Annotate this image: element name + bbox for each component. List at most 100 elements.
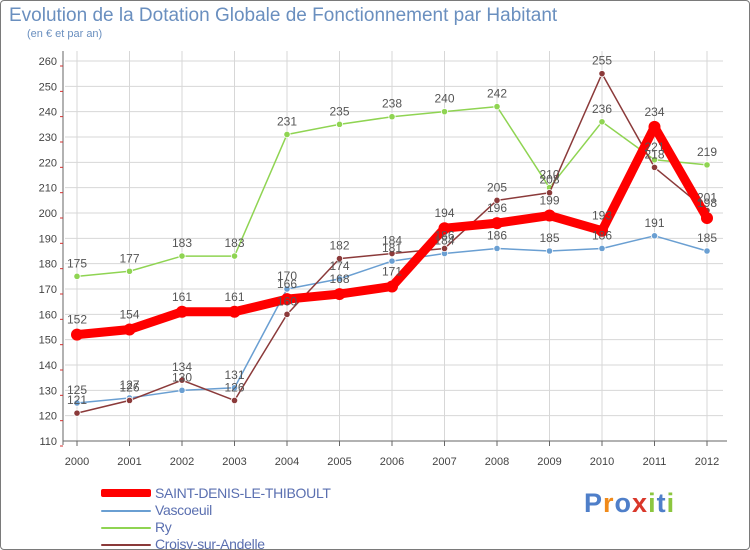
data-point-saint-denis-le-thiboult — [123, 323, 136, 336]
y-tick-label: 260 — [39, 56, 57, 68]
x-tick-label: 2006 — [380, 456, 404, 468]
y-tick-label: 190 — [39, 233, 57, 245]
data-label-ry: 242 — [487, 87, 507, 101]
logo-letter: i — [648, 488, 657, 518]
data-label-saint-denis-le-thiboult: 168 — [329, 272, 349, 286]
data-point-vascoeuil — [545, 247, 554, 255]
data-label-saint-denis-le-thiboult: 198 — [697, 196, 717, 210]
x-tick-label: 2004 — [275, 456, 299, 468]
data-point-ry — [703, 161, 711, 169]
legend-item-vascoeuil[interactable]: Vascoeuil — [101, 502, 461, 519]
data-label-croisy-sur-andelle: 121 — [67, 393, 87, 407]
data-label-saint-denis-le-thiboult: 193 — [592, 209, 612, 223]
data-point-croisy-sur-andelle — [73, 409, 81, 417]
data-label-croisy-sur-andelle: 182 — [329, 239, 349, 253]
x-axis-ticks: 2000 2001 2002 2003 2004 2005 2006 2007 2008 2009… — [65, 441, 719, 468]
data-point-croisy-sur-andelle — [388, 249, 396, 258]
data-label-ry: 210 — [539, 168, 559, 182]
data-label-saint-denis-le-thiboult: 152 — [67, 313, 87, 327]
data-point-ry — [440, 108, 449, 116]
data-point-ry — [283, 130, 291, 139]
data-point-vascoeuil — [73, 399, 81, 407]
data-label-vascoeuil: 174 — [329, 259, 349, 273]
y-tick-label: 220 — [39, 157, 57, 169]
data-point-ry — [230, 252, 239, 260]
y-axis-ticks: 110 120 130 140 150 160 170 180 190 200 210 220 230 2… — [39, 56, 63, 448]
data-label-ry: 177 — [119, 251, 139, 265]
data-label-ry: 183 — [224, 236, 244, 250]
legend-item-ry[interactable]: Ry — [101, 519, 461, 536]
x-tick-label: 2000 — [65, 456, 89, 468]
data-point-saint-denis-le-thiboult — [491, 217, 503, 230]
data-label-saint-denis-le-thiboult: 196 — [487, 201, 507, 215]
data-label-vascoeuil: 186 — [487, 228, 507, 242]
data-label-ry: 231 — [277, 114, 297, 128]
y-tick-label: 150 — [39, 335, 57, 347]
data-label-vascoeuil: 185 — [697, 231, 717, 245]
data-point-croisy-sur-andelle — [440, 244, 449, 253]
data-point-saint-denis-le-thiboult — [386, 280, 398, 293]
data-point-vascoeuil — [598, 244, 606, 253]
data-label-vascoeuil: 184 — [434, 234, 454, 248]
logo-letter: o — [614, 488, 633, 518]
data-label-croisy-sur-andelle: 126 — [224, 380, 244, 394]
x-tick-label: 2010 — [590, 456, 614, 468]
y-tick-label: 130 — [39, 385, 57, 397]
data-point-ry — [73, 272, 81, 280]
data-label-vascoeuil: 185 — [539, 231, 559, 245]
data-point-saint-denis-le-thiboult — [333, 288, 346, 301]
data-label-vascoeuil: 191 — [644, 216, 664, 230]
data-label-croisy-sur-andelle: 208 — [539, 173, 559, 187]
data-labels-layer: 175 177 183 183 231 235 238 240 242 210 236 221 219 1… — [67, 54, 717, 407]
data-label-croisy-sur-andelle: 255 — [592, 54, 612, 68]
data-point-saint-denis-le-thiboult — [701, 212, 713, 225]
data-point-ry — [388, 113, 396, 121]
legend-item-saint-denis[interactable]: SAINT-DENIS-LE-THIBOULT — [101, 485, 461, 502]
x-tick-label: 2009 — [537, 456, 561, 468]
data-point-croisy-sur-andelle — [230, 396, 239, 405]
data-point-ry — [335, 120, 344, 128]
x-tick-label: 2003 — [222, 456, 246, 468]
logo-letter: r — [603, 488, 615, 518]
data-label-ry: 183 — [172, 236, 192, 250]
x-tick-label: 2001 — [117, 456, 141, 468]
data-point-vascoeuil — [703, 247, 711, 255]
logo-letter: t — [656, 488, 667, 518]
x-tick-label: 2007 — [432, 456, 456, 468]
data-label-saint-denis-le-thiboult: 194 — [434, 206, 454, 220]
data-point-vascoeuil — [650, 232, 659, 240]
data-point-ry — [178, 252, 186, 260]
legend-item-croisy[interactable]: Croisy-sur-Andelle — [101, 536, 461, 549]
data-label-saint-denis-le-thiboult: 171 — [382, 264, 402, 278]
data-label-saint-denis-le-thiboult: 234 — [644, 105, 664, 119]
y-tick-label: 160 — [39, 309, 57, 321]
data-label-vascoeuil: 170 — [277, 269, 297, 283]
data-label-croisy-sur-andelle: 205 — [487, 180, 507, 194]
data-point-saint-denis-le-thiboult — [228, 305, 241, 318]
data-point-ry — [650, 156, 659, 164]
data-label-ry: 175 — [67, 256, 87, 270]
legend-swatch-vascoeuil — [101, 510, 151, 512]
data-label-saint-denis-le-thiboult: 161 — [172, 290, 192, 304]
data-point-vascoeuil — [335, 275, 344, 283]
legend-swatch-saint-denis — [101, 489, 151, 497]
data-point-croisy-sur-andelle — [335, 255, 344, 263]
data-label-vascoeuil: 186 — [592, 228, 612, 242]
data-label-ry: 240 — [434, 92, 454, 106]
data-point-saint-denis-le-thiboult — [176, 305, 188, 318]
data-label-croisy-sur-andelle: 134 — [172, 360, 192, 374]
y-tick-label: 170 — [39, 284, 57, 296]
data-label-croisy-sur-andelle: 201 — [697, 190, 717, 204]
y-tick-label: 210 — [39, 183, 57, 195]
data-point-vascoeuil — [230, 384, 239, 392]
data-label-croisy-sur-andelle: 126 — [119, 380, 139, 394]
legend-swatch-croisy — [101, 544, 151, 546]
proxiti-logo: Proxiti — [584, 488, 675, 519]
data-label-croisy-sur-andelle: 160 — [277, 294, 297, 308]
data-label-croisy-sur-andelle: 186 — [434, 228, 454, 242]
data-label-croisy-sur-andelle: 218 — [644, 147, 664, 161]
data-point-croisy-sur-andelle — [545, 189, 554, 197]
data-point-saint-denis-le-thiboult — [438, 222, 451, 235]
x-tick-label: 2011 — [643, 456, 667, 468]
